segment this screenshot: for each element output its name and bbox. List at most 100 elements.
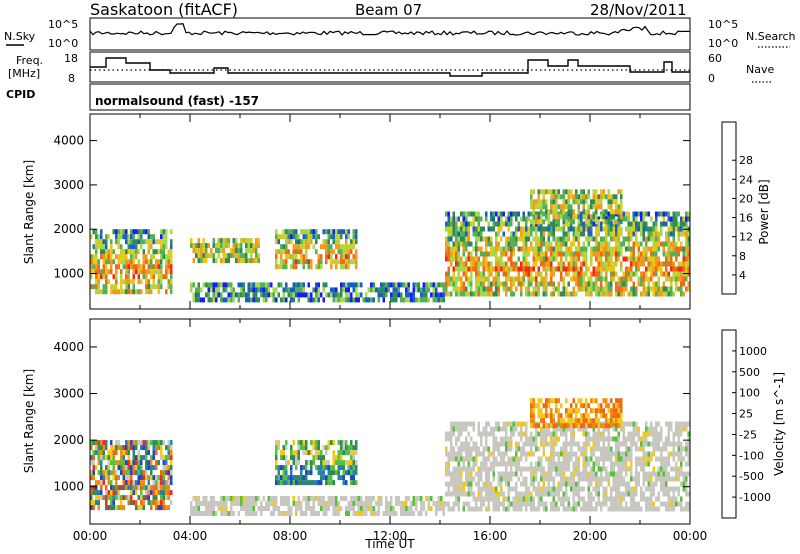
velocity-echo-cell [602, 408, 605, 414]
power-echo-cell [602, 214, 605, 220]
velocity-echo-cell [157, 445, 160, 451]
power-echo-cell [287, 239, 290, 245]
power-echo-cell [445, 251, 448, 257]
velocity-echo-cell [685, 461, 688, 467]
velocity-echo-cell [480, 441, 483, 447]
power-echo-cell [310, 297, 313, 303]
velocity-echo-cell [232, 496, 235, 501]
power-echo-cell [482, 281, 485, 287]
velocity-echo-cell [602, 426, 605, 432]
velocity-echo-cell [607, 426, 610, 432]
velocity-echo-cell [132, 490, 135, 496]
power-echo-cell [232, 243, 235, 249]
velocity-echo-cell [505, 421, 508, 427]
power-echo-cell [122, 249, 125, 255]
velocity-echo-cell [317, 496, 320, 501]
power-echo-cell [577, 219, 580, 225]
velocity-echo-cell [117, 465, 120, 471]
velocity-echo-cell [210, 496, 213, 501]
power-echo-cell [292, 297, 295, 303]
power-echo-cell [160, 279, 163, 285]
power-echo-cell [110, 289, 113, 295]
velocity-echo-cell [607, 471, 610, 477]
power-echo-cell [502, 211, 505, 217]
power-echo-cell [592, 221, 595, 227]
power-echo-cell [347, 249, 350, 255]
power-echo-cell [495, 286, 498, 292]
power-echo-cell [320, 244, 323, 250]
velocity-echo-cell [210, 511, 213, 516]
velocity-echo-cell [332, 470, 335, 476]
power-echo-cell [352, 297, 355, 303]
power-echo-cell [640, 291, 643, 297]
velocity-echo-cell [250, 506, 253, 511]
velocity-echo-cell [667, 496, 670, 502]
power-echo-cell [255, 248, 258, 254]
velocity-echo-cell [255, 496, 258, 501]
velocity-echo-cell [350, 465, 353, 471]
velocity-echo-cell [495, 486, 498, 492]
power-echo-cell [587, 219, 590, 225]
velocity-echo-cell [515, 486, 518, 492]
power-echo-cell [485, 276, 488, 282]
power-echo-cell [115, 269, 118, 275]
velocity-echo-cell [460, 471, 463, 477]
velocity-echo-cell [665, 421, 668, 427]
power-echo-cell [570, 256, 573, 262]
velocity-echo-cell [570, 426, 573, 432]
power-echo-cell [107, 254, 110, 260]
velocity-echo-cell [375, 511, 378, 516]
velocity-echo-cell [602, 436, 605, 442]
velocity-echo-cell [587, 496, 590, 502]
power-echo-cell [412, 287, 415, 293]
velocity-echo-cell [90, 505, 93, 511]
power-echo-cell [277, 239, 280, 245]
power-echo-cell [587, 236, 590, 242]
velocity-echo-cell [622, 426, 625, 432]
velocity-echo-cell [350, 496, 353, 501]
velocity-echo-cell [520, 471, 523, 477]
power-echo-cell [205, 253, 208, 259]
velocity-echo-cell [680, 461, 683, 467]
power-echo-cell [605, 271, 608, 277]
power-echo-cell [135, 229, 138, 235]
velocity-echo-cell [535, 423, 538, 429]
velocity-echo-cell [567, 441, 570, 447]
power-echo-cell [497, 261, 500, 267]
velocity-echo-cell [487, 431, 490, 437]
velocity-echo-cell [667, 431, 670, 437]
power-echo-cell [637, 241, 640, 247]
power-echo-cell [490, 261, 493, 267]
velocity-echo-cell [305, 480, 308, 486]
power-echo-cell [400, 297, 403, 303]
velocity-echo-cell [657, 471, 660, 477]
velocity-echo-cell [660, 456, 663, 462]
velocity-echo-cell [315, 445, 318, 451]
velocity-echo-cell [492, 426, 495, 432]
velocity-echo-cell [562, 461, 565, 467]
power-echo-cell [317, 264, 320, 270]
velocity-echo-cell [565, 506, 568, 512]
velocity-echo-cell [592, 471, 595, 477]
power-echo-cell [485, 236, 488, 242]
power-echo-cell [255, 282, 258, 288]
velocity-echo-cell [520, 491, 523, 497]
velocity-echo-cell [325, 445, 328, 451]
velocity-echo-cell [585, 408, 588, 414]
velocity-echo-cell [612, 426, 615, 432]
velocity-echo-cell [545, 501, 548, 507]
power-echo-cell [502, 231, 505, 237]
velocity-echo-cell [452, 451, 455, 457]
power-echo-cell [677, 221, 680, 227]
velocity-echo-cell [257, 496, 260, 501]
power-echo-cell [567, 231, 570, 237]
power-echo-cell [447, 241, 450, 247]
power-echo-cell [580, 286, 583, 292]
power-echo-cell [327, 249, 330, 255]
power-echo-cell [602, 236, 605, 242]
power-echo-cell [622, 241, 625, 247]
power-echo-cell [552, 214, 555, 220]
power-echo-cell [125, 269, 128, 275]
power-echo-cell [532, 246, 535, 252]
power-echo-cell [590, 281, 593, 287]
